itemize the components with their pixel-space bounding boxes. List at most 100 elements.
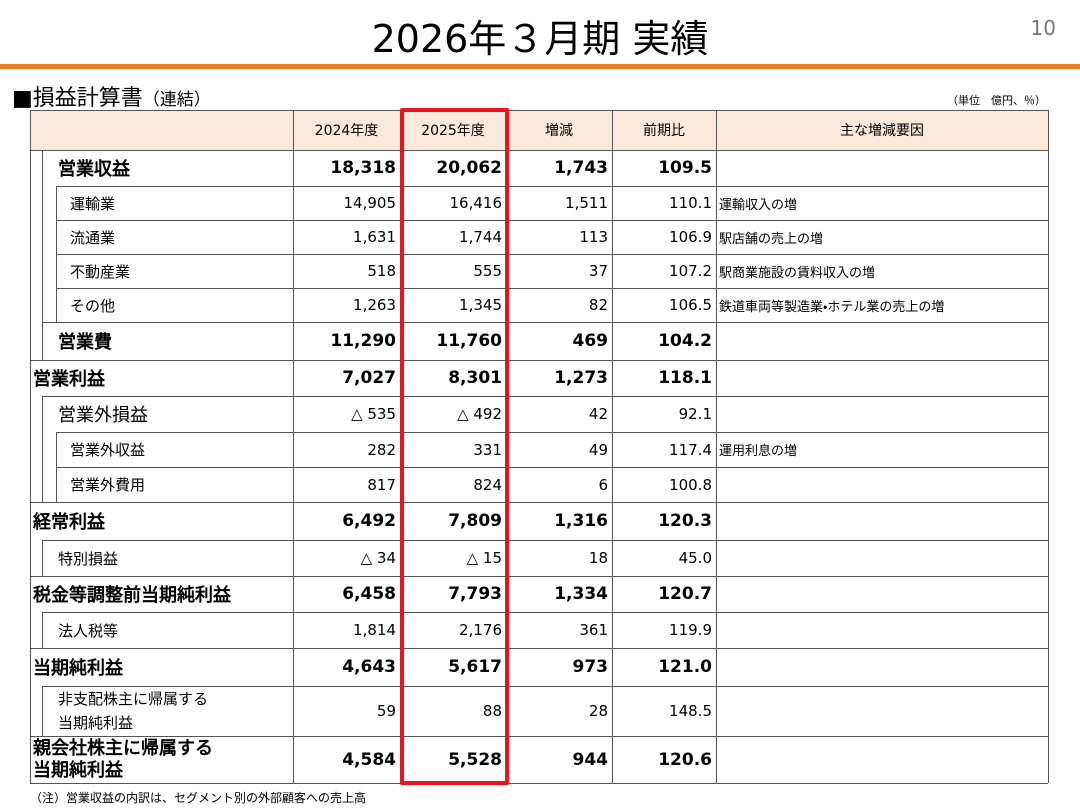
row-border [30, 110, 1048, 111]
column-header: 2025年度 [421, 123, 485, 139]
cell-ratio: 106.5 [669, 296, 712, 314]
cell-change: 1,511 [565, 194, 608, 212]
cell-ratio: 100.8 [669, 475, 712, 494]
cell-fy2025: 5,617 [448, 657, 502, 677]
row-label: 営業利益 [33, 369, 105, 390]
row-label: その他 [70, 296, 116, 315]
col-border [42, 150, 43, 186]
cell-fy2024: △ 535 [351, 405, 396, 423]
cell-ratio: 107.2 [669, 262, 712, 280]
col-border [56, 186, 57, 220]
cell-change: 361 [579, 621, 608, 639]
row-label: 法人税等 [58, 621, 119, 640]
row-border [56, 254, 1048, 255]
cell-fy2024: 7,027 [342, 368, 396, 388]
cell-ratio: 119.9 [669, 621, 712, 639]
col-border [42, 467, 43, 502]
cell-ratio: 120.7 [658, 584, 712, 604]
highlight-box [400, 108, 509, 785]
cell-change: 42 [588, 405, 608, 423]
col-border [42, 220, 43, 254]
col-border [716, 110, 717, 783]
column-header: 増減 [545, 123, 573, 139]
row-border [56, 186, 1048, 187]
column-header: 2024年度 [314, 123, 379, 139]
col-border [42, 432, 43, 467]
cell-fy2025: 2,176 [459, 621, 502, 639]
cell-change: 973 [572, 657, 609, 677]
cell-fy2024: 11,290 [330, 331, 396, 351]
cell-change: 1,316 [554, 511, 608, 531]
col-border [612, 110, 613, 783]
cell-reason: 駅商業施設の賃料収入の増 [719, 265, 876, 281]
col-border [56, 467, 57, 502]
col-border [42, 396, 43, 432]
cell-ratio: 121.0 [658, 657, 712, 677]
cell-fy2024: 4,643 [342, 657, 396, 677]
cell-fy2025: 331 [473, 440, 502, 459]
col-border [42, 686, 43, 736]
row-border [42, 612, 1048, 613]
cell-change: 49 [588, 440, 608, 459]
column-header: 主な増減要因 [840, 123, 924, 139]
cell-fy2025: 20,062 [436, 158, 502, 178]
col-border [42, 254, 43, 288]
cell-ratio: 120.3 [658, 511, 712, 531]
col-border [1048, 110, 1049, 783]
cell-reason: 駅店舗の売上の増 [719, 231, 824, 247]
cell-change: 28 [588, 702, 608, 720]
cell-fy2025: 555 [473, 262, 502, 280]
cell-fy2024: 6,458 [342, 584, 396, 604]
section-heading: ■損益計算書（連結） [12, 80, 211, 112]
row-label-line: 当期純利益 [33, 759, 123, 781]
cell-ratio: 120.6 [658, 749, 712, 770]
row-label: 特別損益 [58, 549, 119, 568]
cell-change: 469 [572, 331, 609, 351]
row-label: 営業外損益 [58, 405, 148, 426]
col-border [42, 186, 43, 220]
cell-fy2025: 1,744 [459, 228, 502, 246]
row-border [56, 467, 1048, 468]
cell-fy2025: 8,301 [448, 368, 502, 388]
cell-ratio: 117.4 [669, 440, 712, 459]
column-header: 前期比 [643, 123, 685, 139]
row-border [42, 686, 1048, 687]
row-label: 税金等調整前当期純利益 [33, 585, 231, 606]
cell-fy2025: 7,809 [448, 511, 502, 531]
cell-reason: 鉄道車両等製造業・ホテル業の売上の増 [719, 299, 945, 315]
col-border [56, 288, 57, 322]
cell-ratio: 104.2 [658, 331, 712, 351]
cell-change: 82 [588, 296, 608, 314]
row-border [30, 783, 1048, 784]
unit-note: （単位 億円、％） [947, 94, 1046, 107]
cell-fy2024: 18,318 [330, 158, 396, 178]
slide-title: 2026年３月期 実績 [371, 17, 709, 61]
row-border [56, 288, 1048, 289]
row-label: 営業外費用 [70, 476, 146, 494]
cell-change: 1,743 [554, 158, 608, 178]
cell-change: 944 [572, 749, 609, 770]
cell-fy2025: 824 [473, 475, 502, 494]
cell-ratio: 110.1 [669, 194, 712, 212]
cell-ratio: 148.5 [669, 702, 712, 720]
col-border [56, 220, 57, 254]
cell-change: 18 [588, 549, 608, 567]
cell-fy2024: 14,905 [343, 194, 397, 212]
cell-fy2024: 817 [367, 475, 396, 494]
cell-fy2024: 6,492 [342, 511, 396, 531]
row-label: 親会社株主に帰属する 当期純利益 [33, 736, 213, 783]
row-label: 流通業 [70, 228, 116, 247]
cell-fy2024: 1,814 [353, 621, 396, 639]
row-label: 運輸業 [70, 194, 116, 213]
row-border [30, 502, 1048, 503]
header-bg [30, 110, 1048, 150]
row-border [42, 396, 1048, 397]
row-label: 営業費 [58, 332, 112, 353]
cell-change: 113 [579, 228, 608, 246]
section-title: ■損益計算書 [12, 86, 143, 111]
col-border [42, 540, 43, 576]
cell-fy2024: 4,584 [342, 749, 396, 770]
row-label-line: 当期純利益 [58, 714, 134, 732]
col-border [42, 612, 43, 648]
